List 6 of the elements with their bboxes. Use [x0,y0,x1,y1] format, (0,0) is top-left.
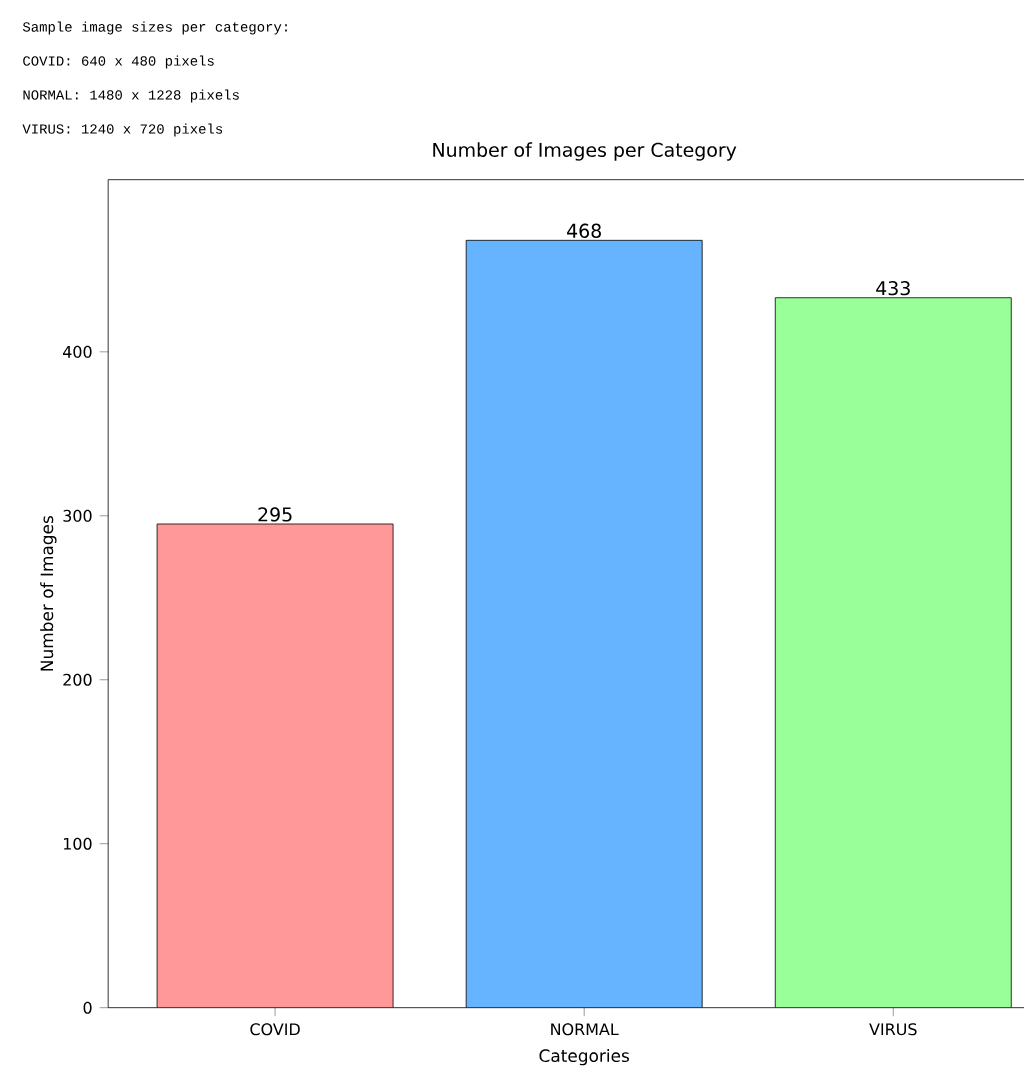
x-axis-title: Categories [539,1048,629,1066]
data-label: 433 [876,281,910,296]
data-label: 468 [567,223,601,238]
chart-title: Number of Images per Category [433,142,737,161]
y-axis-title: Number of Images [40,516,57,671]
data-label: 295 [258,507,292,522]
